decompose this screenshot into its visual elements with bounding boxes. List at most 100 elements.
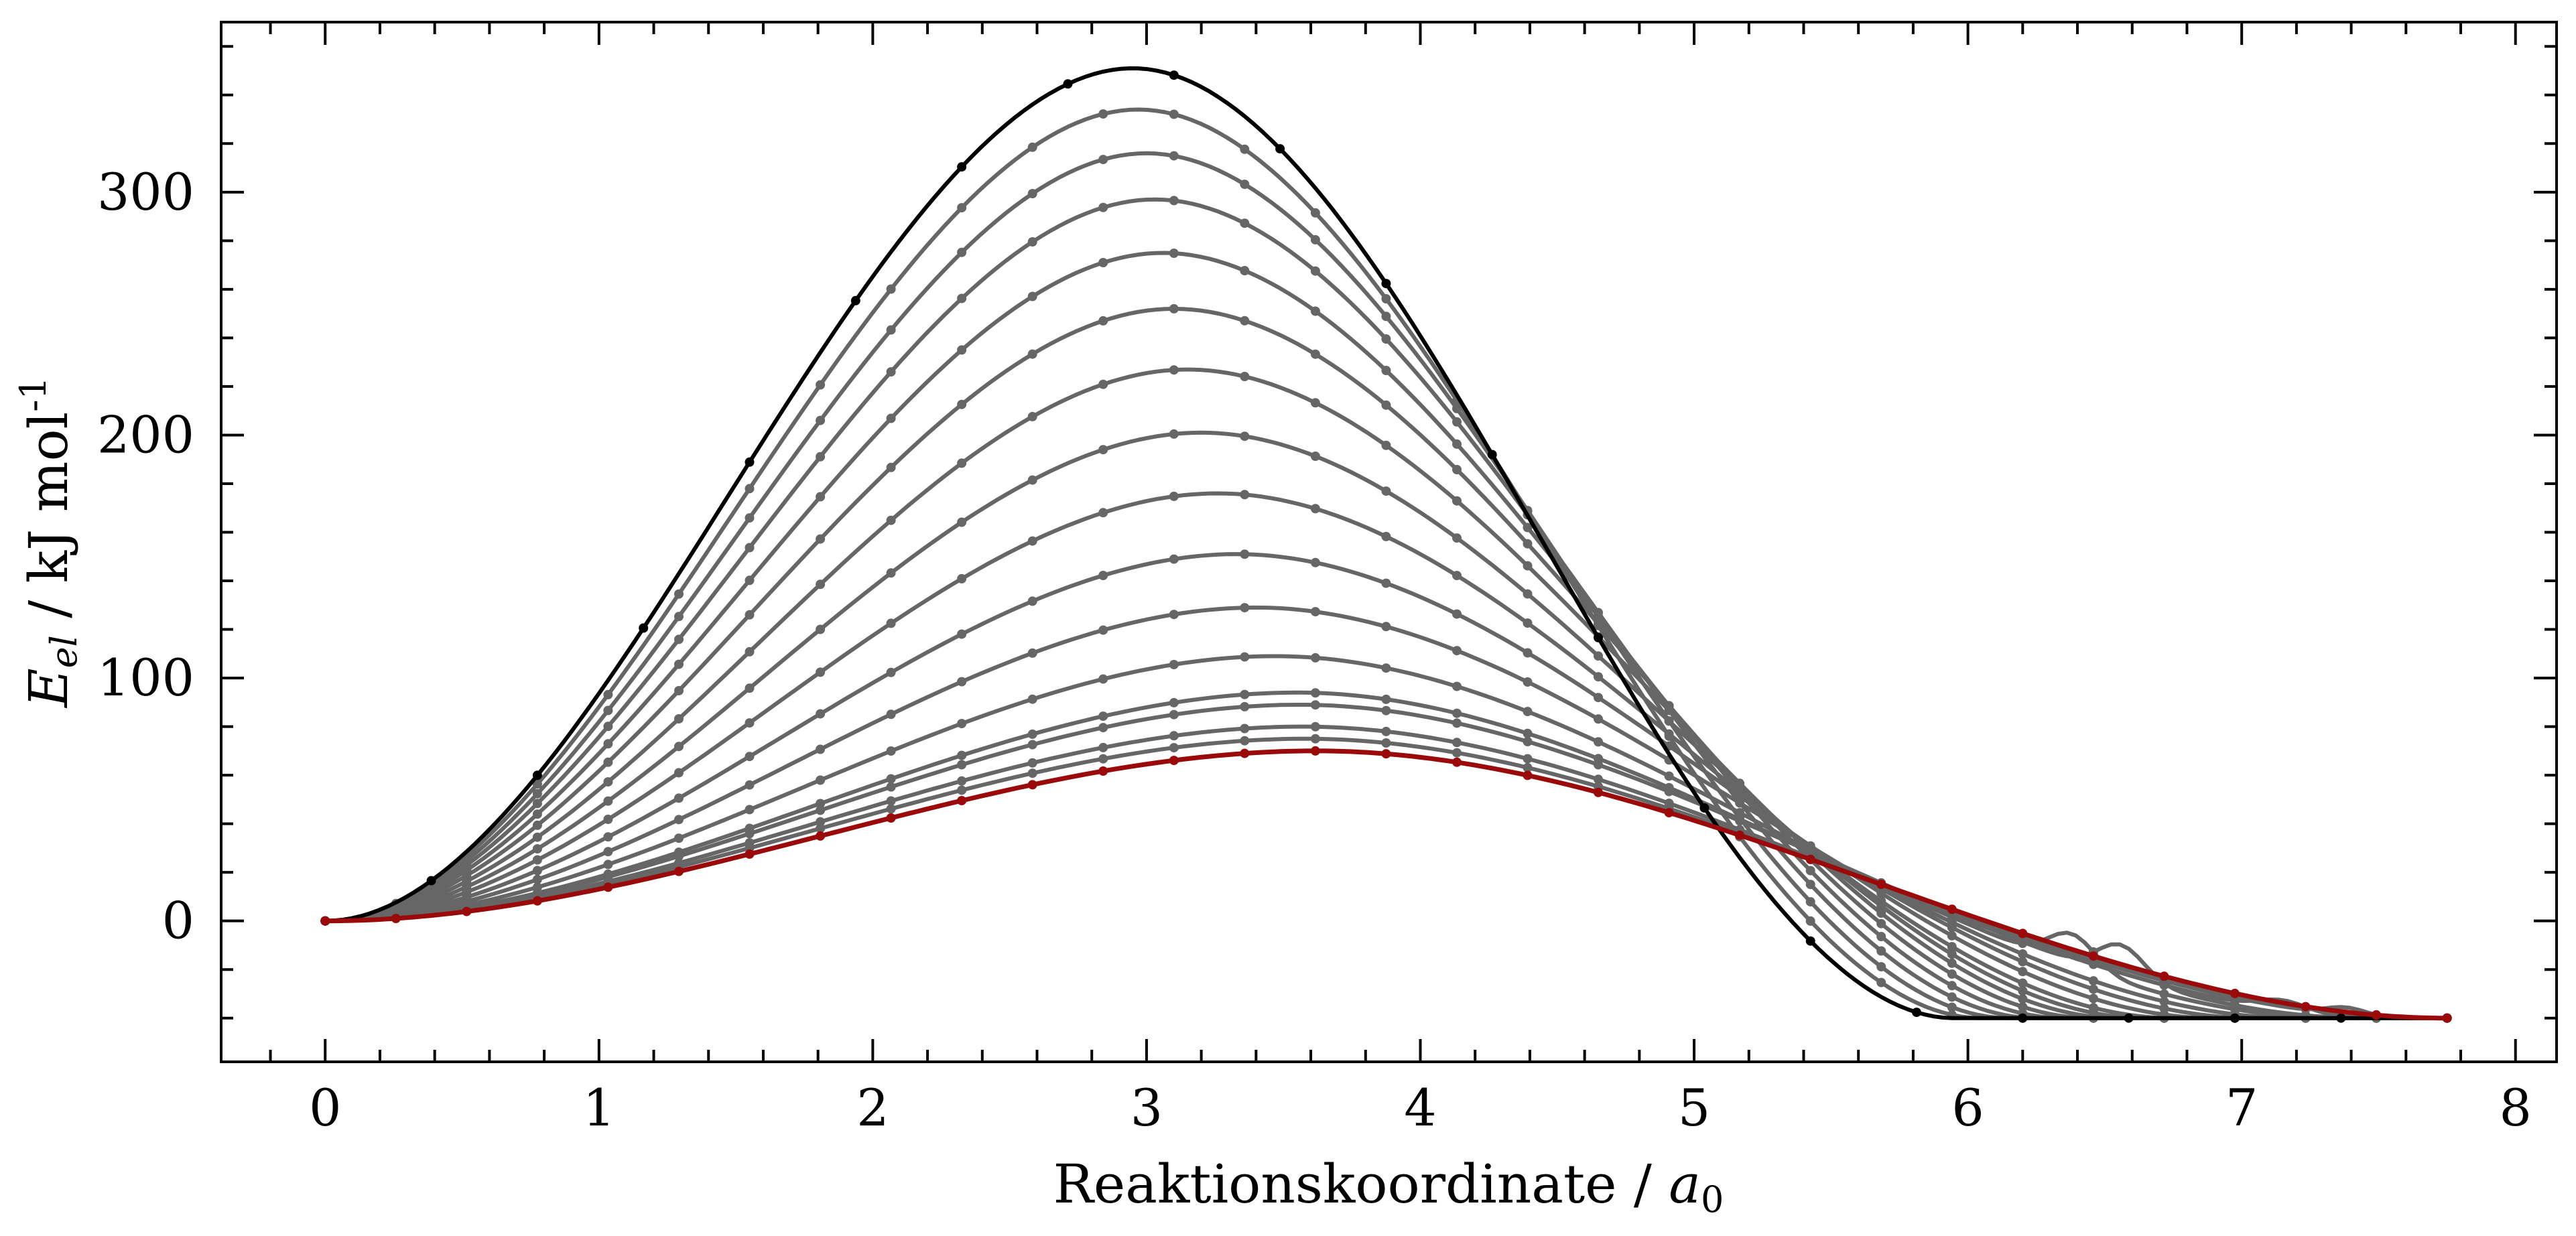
data-point	[1027, 142, 1037, 152]
data-point	[532, 779, 542, 789]
data-point	[1027, 694, 1037, 704]
data-point	[674, 686, 684, 695]
data-point	[1594, 651, 1603, 661]
series-line	[325, 197, 2447, 1020]
series-final-16	[320, 746, 2452, 1023]
data-point	[1169, 731, 1179, 741]
data-point	[1876, 962, 1886, 972]
y-axis-label-var: E	[17, 668, 80, 708]
data-point	[1735, 830, 1745, 840]
data-point	[320, 916, 330, 926]
data-point	[674, 742, 684, 752]
data-point	[1240, 431, 1250, 441]
data-point	[886, 284, 896, 294]
y-axis-label-sub: el	[43, 635, 85, 668]
data-point	[1452, 496, 1462, 506]
data-point	[1098, 445, 1108, 455]
data-point	[1027, 237, 1037, 247]
data-point	[674, 833, 684, 843]
data-point	[957, 399, 967, 409]
data-point	[1310, 688, 1320, 698]
data-point	[816, 579, 826, 590]
data-point	[1240, 652, 1250, 662]
data-point	[603, 689, 613, 699]
data-point	[2018, 1013, 2028, 1023]
data-point	[1098, 723, 1108, 733]
x-tick-label: 2	[856, 1078, 889, 1138]
data-point	[1169, 743, 1179, 753]
data-point	[957, 162, 967, 172]
x-axis-label: Reaktionskoordinate / a0	[1053, 1153, 1724, 1221]
data-point	[1381, 366, 1391, 375]
data-point	[1664, 786, 1674, 797]
data-point	[1098, 379, 1108, 389]
data-point	[816, 823, 826, 833]
data-point	[816, 799, 826, 809]
data-point	[1947, 904, 1957, 914]
data-point	[1876, 908, 1886, 918]
data-point	[1310, 398, 1320, 408]
data-point	[1098, 754, 1108, 764]
data-point	[816, 744, 826, 754]
series-layer	[320, 66, 2452, 1023]
data-point	[2159, 971, 2169, 981]
data-point	[603, 705, 613, 715]
data-point	[1027, 536, 1037, 546]
data-point	[816, 534, 826, 544]
x-tick-label: 8	[2500, 1078, 2532, 1138]
data-point	[816, 709, 826, 719]
data-point	[1523, 762, 1533, 772]
data-point	[1310, 266, 1320, 276]
data-point	[1169, 151, 1179, 161]
x-tick-label: 1	[583, 1078, 615, 1138]
data-point	[1594, 760, 1603, 770]
x-tick-label: 6	[1951, 1078, 1984, 1138]
data-point	[1523, 523, 1533, 533]
data-point	[886, 709, 896, 719]
data-point	[603, 777, 613, 787]
data-point	[1098, 625, 1108, 635]
data-point	[426, 876, 436, 886]
data-point	[1098, 674, 1108, 684]
data-point	[1523, 539, 1533, 549]
data-point	[2018, 967, 2028, 977]
data-point	[603, 832, 613, 842]
data-point	[1664, 705, 1674, 715]
data-point	[745, 484, 755, 494]
data-point	[1523, 561, 1533, 571]
data-point	[674, 768, 684, 778]
y-tick-label: 300	[97, 162, 194, 222]
data-point	[1240, 736, 1250, 746]
data-point	[1947, 992, 1957, 1002]
data-point	[886, 367, 896, 377]
y-tick-label: 0	[162, 891, 194, 951]
data-point	[886, 813, 896, 823]
x-axis-label-sub: 0	[1701, 1178, 1724, 1221]
data-point	[816, 817, 826, 827]
data-point	[1381, 294, 1391, 303]
data-point	[1310, 234, 1320, 245]
data-point	[886, 462, 896, 472]
data-point	[1098, 766, 1108, 776]
data-point	[532, 770, 542, 780]
data-point	[957, 760, 967, 770]
data-point	[674, 659, 684, 669]
data-point	[1169, 491, 1179, 501]
data-point	[2442, 1013, 2452, 1023]
data-point	[886, 774, 896, 784]
data-point	[745, 829, 755, 839]
ticks-layer	[221, 22, 2557, 1062]
data-point	[2124, 1013, 2134, 1023]
data-point	[1452, 609, 1462, 619]
data-point	[532, 788, 542, 799]
data-point	[957, 677, 967, 687]
data-point	[1169, 196, 1179, 206]
data-point	[1805, 897, 1815, 907]
data-point	[957, 573, 967, 583]
data-point	[1452, 646, 1462, 656]
data-point	[745, 805, 755, 815]
series-line	[325, 748, 2447, 1021]
data-point	[532, 874, 542, 884]
data-point	[674, 714, 684, 724]
data-point	[1594, 672, 1603, 682]
